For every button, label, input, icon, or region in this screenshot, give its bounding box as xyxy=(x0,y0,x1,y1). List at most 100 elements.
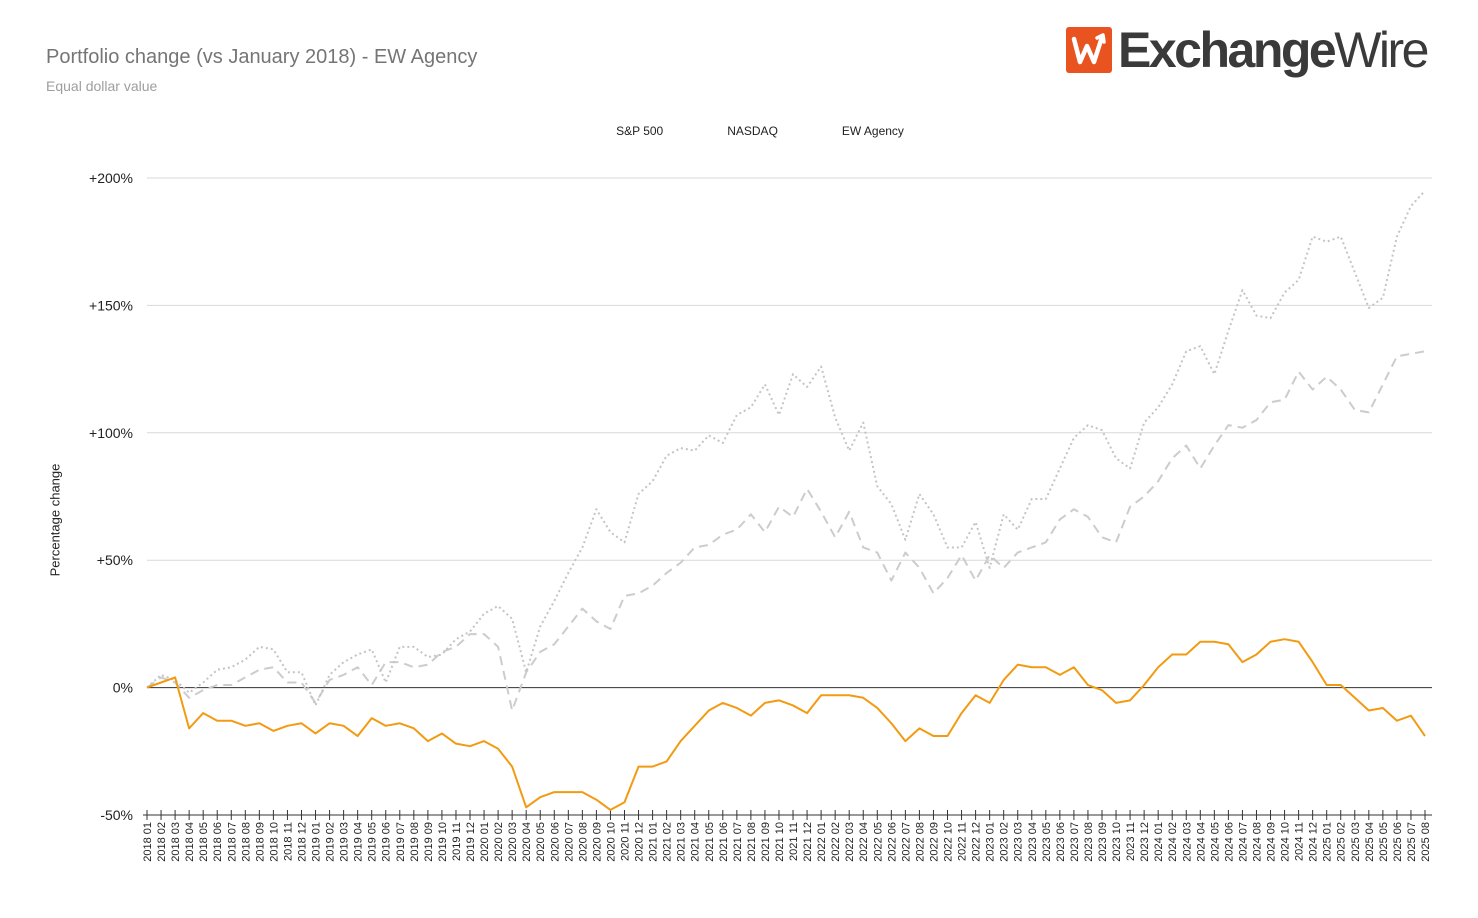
x-tick-label: 2022 02 xyxy=(830,822,842,862)
y-tick-label: +50% xyxy=(97,552,133,568)
x-tick-label: 2020 11 xyxy=(619,822,631,861)
y-tick-label: 0% xyxy=(113,680,133,696)
x-tick-label: 2021 10 xyxy=(774,822,786,862)
series-line-sp500 xyxy=(146,350,1426,712)
x-tick-label: 2022 07 xyxy=(900,822,912,862)
x-tick-label: 2018 05 xyxy=(198,822,210,862)
x-tick-label: 2019 03 xyxy=(339,822,351,862)
chart-title: Portfolio change (vs January 2018) - EW … xyxy=(46,46,478,68)
x-tick-label: 2023 04 xyxy=(1027,822,1039,862)
x-tick-label: 2022 09 xyxy=(928,822,940,862)
x-tick-label: 2025 07 xyxy=(1406,822,1418,862)
x-tick-label: 2022 10 xyxy=(943,822,955,862)
x-tick-label: 2019 06 xyxy=(381,822,393,862)
x-tick-label: 2020 10 xyxy=(605,822,617,862)
x-tick-label: 2019 12 xyxy=(465,822,477,862)
x-tick-label: 2022 12 xyxy=(971,822,983,862)
x-tick-label: 2023 09 xyxy=(1097,822,1109,862)
x-tick-label: 2018 10 xyxy=(268,822,280,862)
x-tick-label: 2024 09 xyxy=(1266,822,1278,862)
x-tick-label: 2021 04 xyxy=(690,822,702,862)
x-tick-label: 2021 07 xyxy=(732,822,744,862)
x-tick-label: 2024 08 xyxy=(1251,822,1263,862)
x-tick-label: 2023 08 xyxy=(1083,822,1095,862)
x-tick-label: 2025 08 xyxy=(1420,822,1432,862)
x-tick-label: 2019 05 xyxy=(367,822,379,862)
legend-item-ew-agency: EW Agency xyxy=(800,124,904,138)
x-tick-label: 2020 08 xyxy=(577,822,589,862)
logo-text: ExchangeWire xyxy=(1118,25,1429,75)
legend-item-nasdaq: NASDAQ xyxy=(685,124,778,138)
x-tick-label: 2024 02 xyxy=(1167,822,1179,862)
x-tick-label: 2022 05 xyxy=(872,822,884,862)
x-tick-label: 2019 01 xyxy=(311,822,323,862)
x-tick-label: 2019 08 xyxy=(409,822,421,862)
y-tick-label: -50% xyxy=(100,807,133,823)
x-tick-label: 2018 06 xyxy=(212,822,224,862)
x-tick-label: 2018 07 xyxy=(226,822,238,862)
legend-label-sp500: S&P 500 xyxy=(616,124,664,138)
x-tick-label: 2018 08 xyxy=(240,822,252,862)
x-tick-label: 2020 04 xyxy=(521,822,533,862)
x-tick-label: 2024 06 xyxy=(1223,822,1235,862)
x-tick-label: 2022 11 xyxy=(957,822,969,861)
logo-text-bold: Exchange xyxy=(1118,22,1337,78)
x-tick-label: 2020 09 xyxy=(591,822,603,862)
y-tick-label: +100% xyxy=(89,425,133,441)
x-tick-label: 2022 08 xyxy=(914,822,926,862)
x-tick-label: 2018 09 xyxy=(254,822,266,862)
x-tick-label: 2023 11 xyxy=(1125,822,1137,861)
x-tick-label: 2023 10 xyxy=(1111,822,1123,862)
y-tick-label: +150% xyxy=(89,297,133,313)
x-tick-label: 2021 01 xyxy=(648,822,660,862)
x-tick-label: 2024 04 xyxy=(1195,822,1207,862)
x-tick-label: 2025 02 xyxy=(1336,822,1348,862)
x-tick-label: 2020 06 xyxy=(549,822,561,862)
x-tick-label: 2025 03 xyxy=(1350,822,1362,862)
exchangewire-logo: ExchangeWire xyxy=(1066,25,1429,75)
x-tick-label: 2018 03 xyxy=(170,822,182,862)
x-tick-label: 2024 03 xyxy=(1181,822,1193,862)
x-tick-label: 2025 05 xyxy=(1378,822,1390,862)
legend-item-sp500: S&P 500 xyxy=(574,124,663,138)
logo-text-light: Wire xyxy=(1334,22,1429,78)
x-tick-label: 2024 07 xyxy=(1237,822,1249,862)
x-tick-label: 2024 01 xyxy=(1153,822,1165,862)
x-tick-label: 2019 10 xyxy=(437,822,449,862)
x-tick-label: 2020 12 xyxy=(634,822,646,862)
exchangewire-w-icon xyxy=(1066,27,1112,73)
x-tick-label: 2022 06 xyxy=(886,822,898,862)
x-tick-label: 2022 01 xyxy=(816,822,828,862)
x-tick-label: 2021 08 xyxy=(746,822,758,862)
x-tick-label: 2021 03 xyxy=(676,822,688,862)
x-tick-label: 2023 02 xyxy=(999,822,1011,862)
series-line-ew-agency xyxy=(146,638,1426,811)
x-tick-label: 2021 06 xyxy=(718,822,730,862)
x-tick-label: 2021 12 xyxy=(802,822,814,862)
x-tick-label: 2019 04 xyxy=(353,822,365,862)
x-tick-label: 2019 09 xyxy=(423,822,435,862)
x-tick-label: 2024 11 xyxy=(1294,822,1306,861)
x-tick-label: 2025 01 xyxy=(1322,822,1334,862)
x-tick-label: 2018 04 xyxy=(184,822,196,862)
x-tick-label: 2020 03 xyxy=(507,822,519,862)
y-tick-label: +200% xyxy=(89,170,133,186)
x-tick-label: 2025 06 xyxy=(1392,822,1404,862)
x-tick-label: 2020 02 xyxy=(493,822,505,862)
x-tick-label: 2023 05 xyxy=(1041,822,1053,862)
x-tick-label: 2023 01 xyxy=(985,822,997,862)
x-tick-label: 2019 07 xyxy=(395,822,407,862)
x-tick-label: 2021 05 xyxy=(704,822,716,862)
chart-legend: S&P 500 NASDAQ EW Agency xyxy=(0,124,1478,138)
x-tick-label: 2018 01 xyxy=(142,822,154,862)
legend-label-ew-agency: EW Agency xyxy=(841,124,904,138)
x-tick-label: 2024 10 xyxy=(1280,822,1292,862)
x-tick-label: 2025 04 xyxy=(1364,822,1376,862)
x-tick-label: 2021 09 xyxy=(760,822,772,862)
x-tick-label: 2024 12 xyxy=(1308,822,1320,862)
x-tick-label: 2020 07 xyxy=(563,822,575,862)
x-tick-label: 2020 05 xyxy=(535,822,547,862)
x-tick-label: 2018 12 xyxy=(296,822,308,862)
x-tick-label: 2022 03 xyxy=(844,822,856,862)
